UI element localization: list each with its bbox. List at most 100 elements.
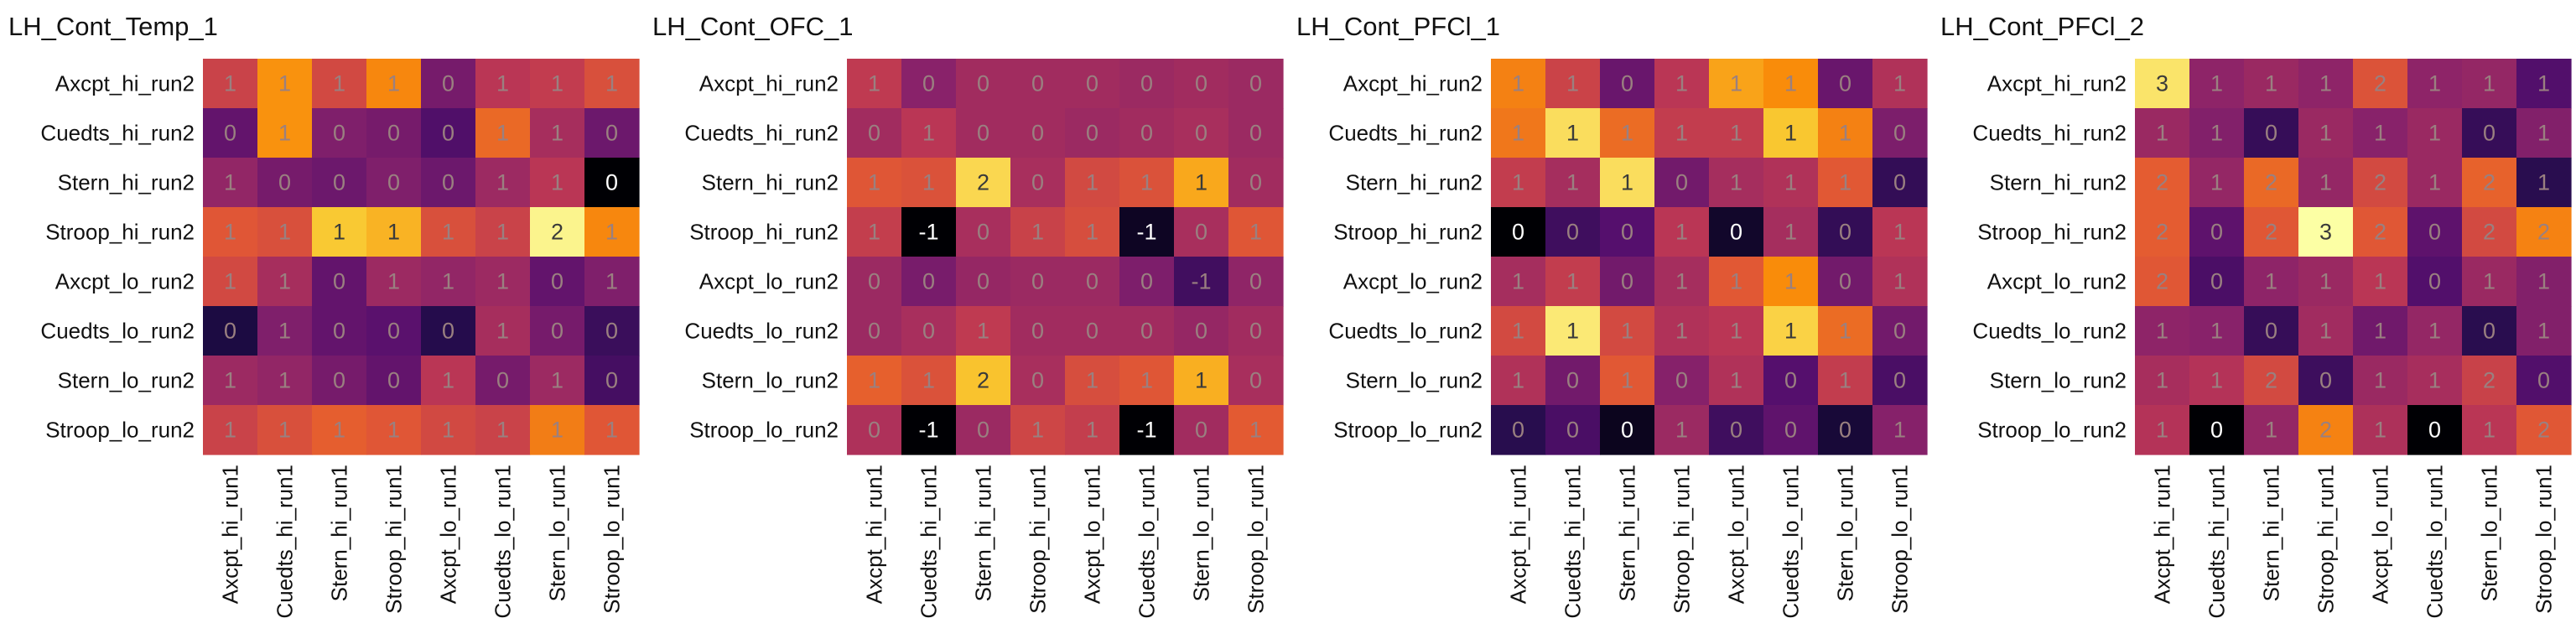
cell-value-label: 0: [1784, 368, 1797, 393]
cell-value-label: 0: [551, 319, 564, 344]
cell-value-label: 2: [2483, 170, 2496, 195]
cell-value-label: 0: [333, 170, 345, 195]
cell-value-label: -1: [1191, 269, 1211, 294]
heatmap-cell: [2516, 158, 2572, 208]
cell-value-label: 1: [224, 71, 236, 96]
heatmap-cell: [257, 59, 313, 109]
cell-value-label: 0: [333, 368, 345, 393]
cell-value-label: 1: [1730, 121, 1742, 146]
row-label: Cuedts_hi_run2: [1328, 121, 1483, 146]
cell-value-label: 2: [977, 170, 989, 195]
heatmap-cell: [203, 356, 258, 406]
cell-value-label: 1: [551, 368, 564, 393]
heatmap-cell: [421, 257, 476, 307]
cell-value-label: 1: [1893, 269, 1906, 294]
heatmap-cell: [366, 306, 422, 356]
cell-value-label: 1: [605, 71, 618, 96]
row-label: Stroop_lo_run2: [1977, 418, 2127, 443]
cell-value-label: 1: [2428, 121, 2441, 146]
heatmap-cell: [1065, 108, 1120, 158]
cell-value-label: 1: [1839, 319, 1852, 344]
heatmap-cell: [1119, 158, 1175, 208]
heatmap-cell: [2516, 356, 2572, 406]
cell-value-label: 1: [922, 121, 935, 146]
heatmap-cell: [203, 158, 258, 208]
heatmap-cell: [1709, 257, 1764, 307]
column-label: Cuedts_lo_run1: [491, 465, 516, 619]
heatmap-cell: [901, 59, 957, 109]
cell-value-label: 1: [333, 71, 345, 96]
cell-value-label: 0: [1730, 418, 1742, 443]
cell-value-label: 1: [551, 121, 564, 146]
heatmap-cell: [2298, 405, 2354, 455]
cell-value-label: 0: [2319, 368, 2332, 393]
cell-value-label: 1: [1512, 170, 1524, 195]
heatmap-cell: [2407, 207, 2463, 257]
heatmap-cell: [1818, 59, 1873, 109]
heatmap-cell: [2189, 207, 2245, 257]
cell-value-label: 0: [2537, 368, 2550, 393]
heatmap-cell: [847, 306, 902, 356]
cell-value-label: 0: [605, 170, 618, 195]
cell-value-label: 1: [2483, 269, 2496, 294]
cell-value-label: 1: [2265, 269, 2277, 294]
cell-value-label: 0: [605, 368, 618, 393]
cell-value-label: 0: [1031, 368, 1044, 393]
heatmap-cell: [312, 59, 367, 109]
cell-value-label: 0: [387, 368, 400, 393]
cell-value-label: 0: [1621, 220, 1633, 245]
heatmap-cell: [2516, 59, 2572, 109]
heatmap-cell: [1174, 257, 1229, 307]
row-label: Stern_hi_run2: [702, 170, 839, 195]
heatmap-cell: [1065, 306, 1120, 356]
heatmap-cell: [2516, 108, 2572, 158]
heatmap-cell: [1872, 306, 1928, 356]
cell-value-label: 1: [2537, 269, 2550, 294]
cell-value-label: 1: [1675, 220, 1688, 245]
cell-value-label: 0: [922, 319, 935, 344]
heatmap-cell: [312, 405, 367, 455]
cell-value-label: 0: [333, 269, 345, 294]
heatmap-cell: [901, 158, 957, 208]
cell-value-label: 0: [1249, 121, 1262, 146]
cell-value-label: 2: [2319, 418, 2332, 443]
heatmap-cell: [901, 306, 957, 356]
heatmap-cell: [2462, 108, 2517, 158]
heatmap-cell: [847, 356, 902, 406]
cell-value-label: 1: [1621, 170, 1633, 195]
heatmap-cell: [1065, 158, 1120, 208]
heatmap-cell: [2244, 405, 2299, 455]
heatmap-cell: [1010, 356, 1066, 406]
heatmap-cell: [2353, 257, 2408, 307]
cell-value-label: 2: [2537, 418, 2550, 443]
cell-value-label: 1: [2210, 319, 2223, 344]
cell-value-label: 1: [1140, 368, 1153, 393]
heatmap-cell: [1174, 405, 1229, 455]
heatmap-cell: [584, 356, 640, 406]
cell-value-label: 1: [333, 418, 345, 443]
cell-value-label: 1: [2319, 121, 2332, 146]
cell-value-label: 0: [868, 269, 880, 294]
heatmap-cell: [421, 207, 476, 257]
cell-value-label: 2: [551, 220, 564, 245]
cell-value-label: 0: [1512, 418, 1524, 443]
heatmap-cell: [2244, 158, 2299, 208]
heatmap-cell: [1228, 306, 1284, 356]
cell-value-label: 1: [387, 220, 400, 245]
cell-value-label: 1: [605, 220, 618, 245]
cell-value-label: 1: [1893, 220, 1906, 245]
heatmap-cell: [1174, 59, 1229, 109]
cell-value-label: 1: [977, 319, 989, 344]
cell-value-label: 1: [1675, 71, 1688, 96]
heatmap-cell: [312, 356, 367, 406]
heatmap-cell: [257, 257, 313, 307]
cell-value-label: 0: [1249, 368, 1262, 393]
heatmap-cell: [1174, 207, 1229, 257]
cell-value-label: 1: [224, 220, 236, 245]
cell-value-label: 0: [496, 368, 509, 393]
row-label: Stroop_hi_run2: [1333, 220, 1483, 245]
heatmap-svg: LH_Cont_Temp_1 1 1 1 1 0 1 1 1 0 1 0 0 0 1 1 0 1 0 0 0 0 1 1 0 1 1…: [8, 12, 640, 619]
cell-value-label: 1: [1249, 220, 1262, 245]
cell-value-label: 0: [1621, 269, 1633, 294]
column-label: Cuedts_hi_run1: [2205, 465, 2230, 619]
